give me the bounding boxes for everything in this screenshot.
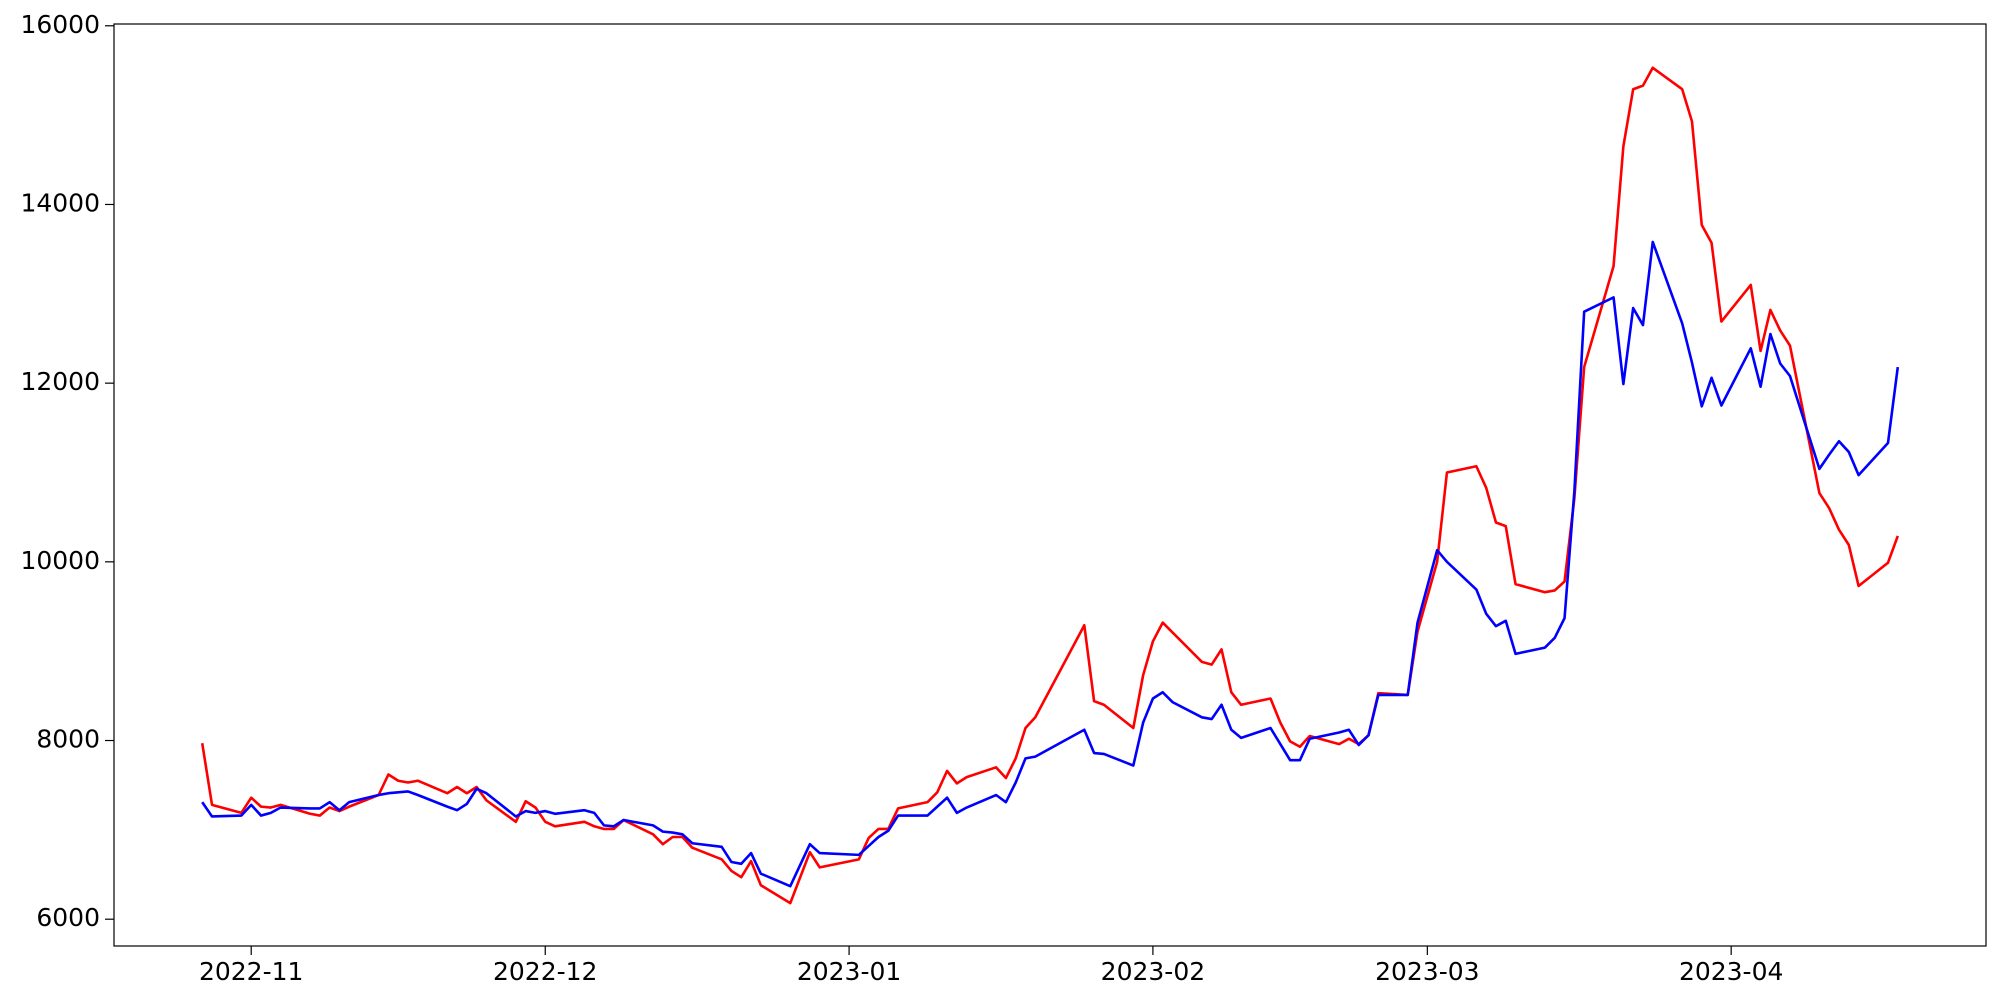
y-tick-label: 10000 (20, 546, 100, 575)
y-tick-label: 14000 (20, 188, 100, 217)
x-tick-label: 2023-01 (797, 957, 901, 986)
line-series (200, 66, 1900, 905)
line-series (201, 240, 1900, 888)
x-tick-label: 2023-03 (1375, 957, 1479, 986)
plot-frame (113, 23, 1987, 947)
y-tick-label: 16000 (20, 10, 100, 39)
x-tick-label: 2023-02 (1101, 957, 1205, 986)
x-tick-label: 2023-04 (1679, 957, 1783, 986)
y-tick-label: 6000 (36, 903, 100, 932)
x-tick-label: 2022-11 (199, 957, 303, 986)
y-tick-label: 8000 (36, 725, 100, 754)
x-tick-label: 2022-12 (493, 957, 597, 986)
y-tick-label: 12000 (20, 367, 100, 396)
